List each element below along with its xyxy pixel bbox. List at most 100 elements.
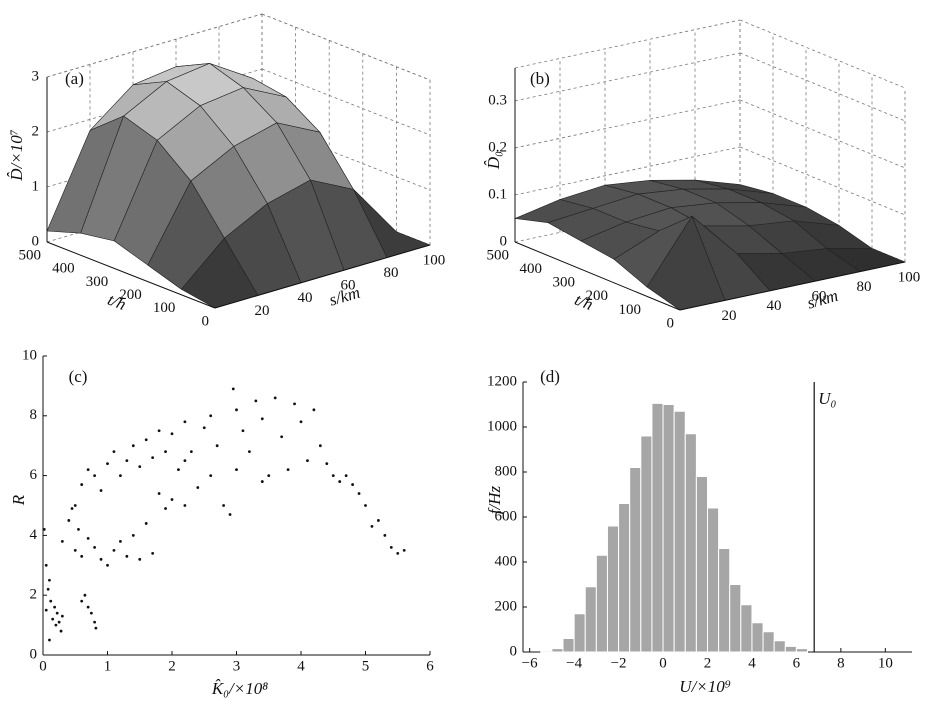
- point: [364, 504, 367, 507]
- bar: [551, 648, 564, 653]
- x-tick-label: 20: [722, 308, 737, 324]
- point: [370, 525, 374, 528]
- point: [77, 528, 80, 531]
- x-tick-label: 0: [659, 655, 667, 671]
- panel-label: (a): [65, 69, 84, 88]
- panel-label: (b): [530, 69, 550, 88]
- bar: [618, 503, 631, 653]
- z-tick-label: 3: [32, 68, 40, 84]
- x-axis: [679, 261, 906, 311]
- point: [73, 548, 77, 552]
- point: [46, 587, 50, 591]
- point: [42, 528, 46, 531]
- bar: [695, 476, 708, 653]
- point: [248, 450, 251, 454]
- point: [351, 483, 354, 486]
- z-axis-label: D̂/×10⁷: [7, 129, 26, 181]
- point: [138, 557, 142, 561]
- bar: [540, 650, 553, 653]
- point: [157, 429, 161, 433]
- bar: [640, 435, 653, 653]
- grid-line: [514, 146, 741, 196]
- point: [306, 459, 309, 463]
- point: [144, 438, 148, 442]
- point: [125, 459, 129, 463]
- point: [106, 462, 109, 466]
- bar: [773, 640, 786, 653]
- x-tick-label: 20: [255, 303, 270, 319]
- bar: [629, 467, 642, 653]
- y-tick-label: 400: [520, 261, 543, 277]
- x-axis: [214, 244, 431, 309]
- point: [119, 474, 122, 477]
- y-tick-label: 300: [86, 274, 109, 290]
- grid-line: [739, 52, 906, 122]
- x-tick-label: 80: [857, 279, 872, 295]
- x-tick-label: 60: [812, 289, 827, 305]
- bar: [784, 645, 797, 653]
- y-tick-label: 400: [495, 553, 518, 569]
- point: [222, 504, 226, 507]
- y-tick-label: 200: [495, 598, 518, 614]
- y-tick-label: 1200: [487, 373, 517, 389]
- bar: [606, 525, 620, 653]
- y-axis-label: R: [9, 494, 28, 506]
- x-tick-label: 3: [233, 658, 241, 674]
- point: [59, 629, 63, 633]
- x-tick-label: 8: [837, 655, 845, 671]
- point: [396, 551, 400, 555]
- z-tick-label: 0: [500, 233, 508, 249]
- x-tick-label: 80: [384, 265, 399, 281]
- point: [273, 396, 277, 400]
- point: [183, 420, 187, 424]
- y-axis: [514, 241, 681, 311]
- point: [177, 468, 180, 472]
- point: [99, 489, 103, 492]
- point: [112, 548, 116, 552]
- y-axis: [46, 241, 216, 309]
- bar: [651, 402, 664, 653]
- threshold-label: U₀: [818, 389, 836, 408]
- bar: [706, 507, 720, 653]
- y-tick-label: 6: [30, 467, 38, 483]
- x-tick-label: 10: [878, 655, 893, 671]
- point: [189, 450, 193, 454]
- point: [86, 536, 90, 540]
- point: [151, 551, 155, 555]
- point: [80, 599, 84, 603]
- point: [318, 444, 322, 448]
- point: [54, 623, 58, 627]
- point: [215, 444, 219, 448]
- point: [80, 554, 84, 558]
- point: [183, 459, 187, 463]
- grid-line: [739, 99, 906, 169]
- bar: [718, 548, 731, 653]
- point: [83, 593, 87, 597]
- point: [73, 504, 77, 507]
- x-tick-label: 4: [748, 655, 756, 671]
- bar: [662, 404, 675, 653]
- x-axis-label: s/km: [805, 286, 840, 313]
- point: [53, 605, 57, 609]
- x-tick-label: 40: [298, 290, 313, 306]
- bar: [584, 586, 597, 653]
- point: [170, 498, 174, 501]
- point: [209, 414, 213, 418]
- y-tick-label: 10: [22, 347, 37, 363]
- x-tick-label: 1: [104, 658, 112, 674]
- point: [338, 480, 342, 483]
- point: [144, 522, 148, 525]
- point: [48, 578, 51, 582]
- bar: [740, 604, 753, 653]
- grid-line: [514, 19, 741, 69]
- point: [260, 417, 264, 421]
- point: [44, 608, 48, 612]
- point: [235, 468, 238, 472]
- y-tick-label: 2: [30, 587, 38, 603]
- bar: [595, 554, 608, 653]
- x-tick-label: 40: [767, 298, 782, 314]
- point: [402, 548, 406, 552]
- point: [241, 429, 245, 433]
- point: [209, 474, 213, 477]
